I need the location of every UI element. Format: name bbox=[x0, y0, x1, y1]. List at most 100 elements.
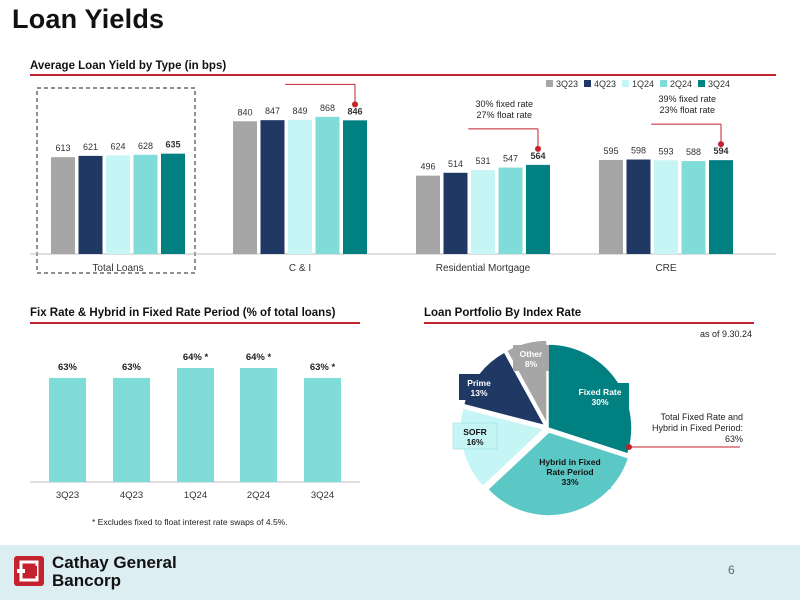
category-label-totalloans: Total Loans bbox=[92, 263, 143, 274]
fixrate-value-3Q23: 63% bbox=[58, 362, 78, 373]
category-label-cre: CRE bbox=[655, 263, 676, 274]
value-label-ci-3Q23: 840 bbox=[237, 107, 252, 117]
value-label-cre-1Q24: 593 bbox=[658, 146, 673, 156]
total-fixed-note-line1: Total Fixed Rate and bbox=[660, 412, 743, 422]
value-label-cre-3Q23: 595 bbox=[603, 146, 618, 156]
fixrate-bar-1Q24 bbox=[177, 368, 214, 482]
value-label-totalloans-4Q23: 621 bbox=[83, 142, 98, 152]
fixrate-bar-3Q23 bbox=[49, 377, 86, 482]
value-label-cre-3Q24: 594 bbox=[713, 146, 728, 156]
fixrate-bar-3Q24 bbox=[304, 377, 341, 482]
pie-label-prime-name: Prime bbox=[467, 378, 491, 388]
bar-residentialmortgage-1Q24 bbox=[471, 170, 495, 254]
value-label-ci-1Q24: 849 bbox=[292, 106, 307, 116]
portfolio-title-rule bbox=[424, 322, 754, 324]
value-label-residentialmortgage-2Q24: 547 bbox=[503, 154, 518, 164]
value-label-totalloans-3Q24: 635 bbox=[165, 140, 180, 150]
value-label-ci-2Q24: 868 bbox=[320, 103, 335, 113]
total-fixed-dot bbox=[626, 444, 632, 450]
fixrate-footnote: * Excludes fixed to float interest rate … bbox=[92, 517, 288, 527]
total-fixed-note-line2: Hybrid in Fixed Period: bbox=[651, 423, 743, 433]
annotation-cre-line1: 39% fixed rate bbox=[658, 94, 716, 104]
brand-line1: Cathay General bbox=[52, 553, 177, 572]
legend-swatch-1Q24 bbox=[622, 80, 629, 87]
bar-ci-4Q23 bbox=[260, 120, 285, 254]
bar-residentialmortgage-3Q23 bbox=[416, 175, 440, 254]
annotation-dot bbox=[352, 101, 358, 108]
bar-residentialmortgage-4Q23 bbox=[443, 172, 468, 254]
value-label-cre-4Q23: 598 bbox=[631, 146, 646, 156]
value-label-ci-3Q24: 846 bbox=[347, 106, 362, 116]
fixrate-chart: 63% 3Q23 63% 4Q23 64% * 1Q24 64% * 2Q24 63% * 3Q2… bbox=[30, 352, 360, 501]
yield-chart: 3Q23 4Q23 1Q24 2Q24 3Q24 613 621 624 628 635 Total… bbox=[30, 79, 776, 274]
legend-label-2Q24: 2Q24 bbox=[670, 79, 692, 89]
bar-ci-3Q23 bbox=[233, 121, 257, 254]
as-of-date: as of 9.30.24 bbox=[700, 329, 753, 339]
category-label-ci: C & I bbox=[289, 263, 311, 274]
bar-residentialmortgage-2Q24 bbox=[498, 167, 523, 254]
yield-chart-title: Average Loan Yield by Type (in bps) bbox=[30, 60, 227, 72]
fixrate-category-2Q24: 2Q24 bbox=[247, 490, 270, 501]
annotation-dot bbox=[718, 141, 724, 148]
pie-label-other-pct: 8% bbox=[525, 359, 538, 369]
fixrate-bar-4Q23 bbox=[113, 377, 150, 482]
value-label-residentialmortgage-1Q24: 531 bbox=[475, 156, 490, 166]
value-label-totalloans-3Q23: 613 bbox=[55, 143, 70, 153]
value-label-residentialmortgage-3Q23: 496 bbox=[420, 162, 435, 172]
page-number: 6 bbox=[728, 563, 735, 577]
bar-ci-1Q24 bbox=[288, 119, 312, 254]
total-fixed-note: Total Fixed Rate and Hybrid in Fixed Per… bbox=[638, 412, 743, 445]
total-fixed-note-line3: 63% bbox=[724, 434, 743, 444]
fixrate-bar-2Q24 bbox=[240, 368, 277, 482]
fixrate-value-3Q24: 63% * bbox=[310, 362, 336, 373]
pie-label-hybridinfixedrateperiod-pct: 33% bbox=[561, 477, 578, 487]
pie-label-sofr-pct: 16% bbox=[466, 437, 483, 447]
value-label-residentialmortgage-3Q24: 564 bbox=[530, 151, 545, 161]
value-label-totalloans-1Q24: 624 bbox=[110, 141, 125, 151]
pie-label-box-hybridinfixedrateperiod bbox=[529, 453, 611, 489]
value-label-totalloans-2Q24: 628 bbox=[138, 141, 153, 151]
bar-residentialmortgage-3Q24 bbox=[526, 164, 550, 254]
pie-label-sofr-name: SOFR bbox=[463, 427, 487, 437]
legend-label-4Q23: 4Q23 bbox=[594, 79, 616, 89]
annotation-cre-line2: 23% float rate bbox=[659, 105, 715, 115]
pie-label-prime-pct: 13% bbox=[470, 388, 487, 398]
legend-label-3Q23: 3Q23 bbox=[556, 79, 578, 89]
fixrate-category-4Q23: 4Q23 bbox=[120, 490, 143, 501]
bar-cre-1Q24 bbox=[654, 160, 678, 254]
brand-name: Cathay General Bancorp bbox=[52, 554, 177, 590]
cathay-logo-icon bbox=[14, 556, 44, 586]
bar-cre-2Q24 bbox=[681, 161, 706, 254]
pie-label-hybridinfixedrateperiod-name: Hybrid in Fixed bbox=[539, 457, 600, 467]
total-loans-highlight-box bbox=[36, 87, 196, 274]
pie-label-box-sofr bbox=[452, 422, 498, 450]
pie-label-hybridinfixedrateperiod-name: Rate Period bbox=[546, 467, 593, 477]
legend-swatch-3Q23 bbox=[546, 80, 553, 87]
bar-totalloans-3Q23 bbox=[51, 157, 75, 254]
footer-band bbox=[0, 545, 800, 600]
legend-label-3Q24: 3Q24 bbox=[708, 79, 730, 89]
category-label-residentialmortgage: Residential Mortgage bbox=[436, 263, 531, 274]
pie-label-box-other bbox=[513, 345, 549, 371]
legend-swatch-2Q24 bbox=[660, 80, 667, 87]
legend-swatch-3Q24 bbox=[698, 80, 705, 87]
bar-cre-4Q23 bbox=[626, 159, 651, 254]
annotation-residentialmortgage-line2: 27% float rate bbox=[476, 110, 532, 120]
pie-label-other-name: Other bbox=[520, 349, 543, 359]
pie-label-box-fixedrate bbox=[571, 383, 629, 409]
value-label-ci-4Q23: 847 bbox=[265, 106, 280, 116]
bar-totalloans-3Q24 bbox=[161, 153, 185, 254]
yield-title-rule bbox=[30, 74, 776, 76]
value-label-cre-2Q24: 588 bbox=[686, 147, 701, 157]
bar-cre-3Q24 bbox=[709, 160, 733, 254]
fixrate-value-1Q24: 64% * bbox=[183, 352, 209, 363]
bar-ci-3Q24 bbox=[343, 120, 367, 254]
fixrate-category-3Q23: 3Q23 bbox=[56, 490, 79, 501]
brand-line2: Bancorp bbox=[52, 571, 121, 590]
page-title: Loan Yields bbox=[12, 4, 165, 34]
fixrate-chart-title: Fix Rate & Hybrid in Fixed Rate Period (… bbox=[30, 307, 336, 319]
bar-totalloans-1Q24 bbox=[106, 155, 130, 254]
legend-swatch-4Q23 bbox=[584, 80, 591, 87]
bar-totalloans-4Q23 bbox=[78, 155, 103, 254]
